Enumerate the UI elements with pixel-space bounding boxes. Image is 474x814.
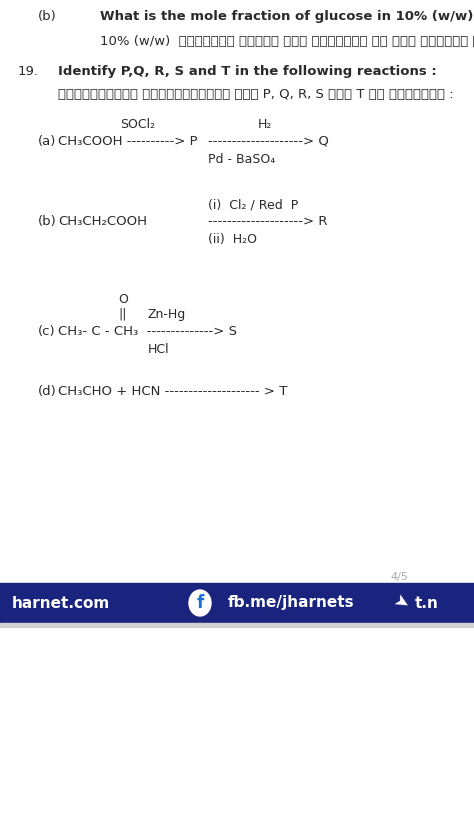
Text: ||: || bbox=[118, 308, 127, 321]
Text: (b): (b) bbox=[38, 215, 57, 228]
Ellipse shape bbox=[189, 590, 211, 616]
Text: CH₃COOH ----------> P: CH₃COOH ----------> P bbox=[58, 135, 198, 148]
Text: CH₃CH₂COOH: CH₃CH₂COOH bbox=[58, 215, 147, 228]
Text: CH₃- C - CH₃  --------------> S: CH₃- C - CH₃ --------------> S bbox=[58, 325, 237, 338]
Text: SOCl₂: SOCl₂ bbox=[120, 118, 155, 131]
Text: O: O bbox=[118, 293, 128, 306]
Text: f: f bbox=[196, 594, 204, 612]
Text: --------------------> Q: --------------------> Q bbox=[208, 135, 329, 148]
Text: --------------------> R: --------------------> R bbox=[208, 215, 328, 228]
Text: 4/5: 4/5 bbox=[390, 572, 408, 582]
Text: (b): (b) bbox=[38, 10, 57, 23]
Text: ➤: ➤ bbox=[390, 592, 412, 615]
Text: Zn-Hg: Zn-Hg bbox=[148, 308, 186, 321]
Text: (c): (c) bbox=[38, 325, 55, 338]
Text: HCl: HCl bbox=[148, 343, 170, 356]
Text: 10% (w/w)  ग्लूकोज विलयन में ग्लूकोज का मोल प्रभाज क्या होगा ?: 10% (w/w) ग्लूकोज विलयन में ग्लूकोज का म… bbox=[100, 35, 474, 48]
Text: (d): (d) bbox=[38, 385, 57, 398]
Text: H₂: H₂ bbox=[258, 118, 273, 131]
Text: (i)  Cl₂ / Red  P: (i) Cl₂ / Red P bbox=[208, 198, 298, 211]
Text: (ii)  H₂O: (ii) H₂O bbox=[208, 233, 257, 246]
Text: t.n: t.n bbox=[415, 596, 439, 610]
Text: CH₃CHO + HCN -------------------- > T: CH₃CHO + HCN -------------------- > T bbox=[58, 385, 287, 398]
Text: निम्नलिखित अभिक्रियाओं में P, Q, R, S एवं T को पहचानें :: निम्नलिखित अभिक्रियाओं में P, Q, R, S एव… bbox=[58, 88, 454, 101]
Bar bbox=[0, 623, 474, 627]
Text: fb.me/jharnets: fb.me/jharnets bbox=[228, 596, 355, 610]
Text: What is the mole fraction of glucose in 10% (w/w) glucose solution ?: What is the mole fraction of glucose in … bbox=[100, 10, 474, 23]
Text: 19.: 19. bbox=[18, 65, 39, 78]
Bar bbox=[0, 583, 474, 623]
Text: harnet.com: harnet.com bbox=[12, 596, 110, 610]
Text: (a): (a) bbox=[38, 135, 56, 148]
Text: Pd - BaSO₄: Pd - BaSO₄ bbox=[208, 153, 275, 166]
Text: Identify P,Q, R, S and T in the following reactions :: Identify P,Q, R, S and T in the followin… bbox=[58, 65, 437, 78]
